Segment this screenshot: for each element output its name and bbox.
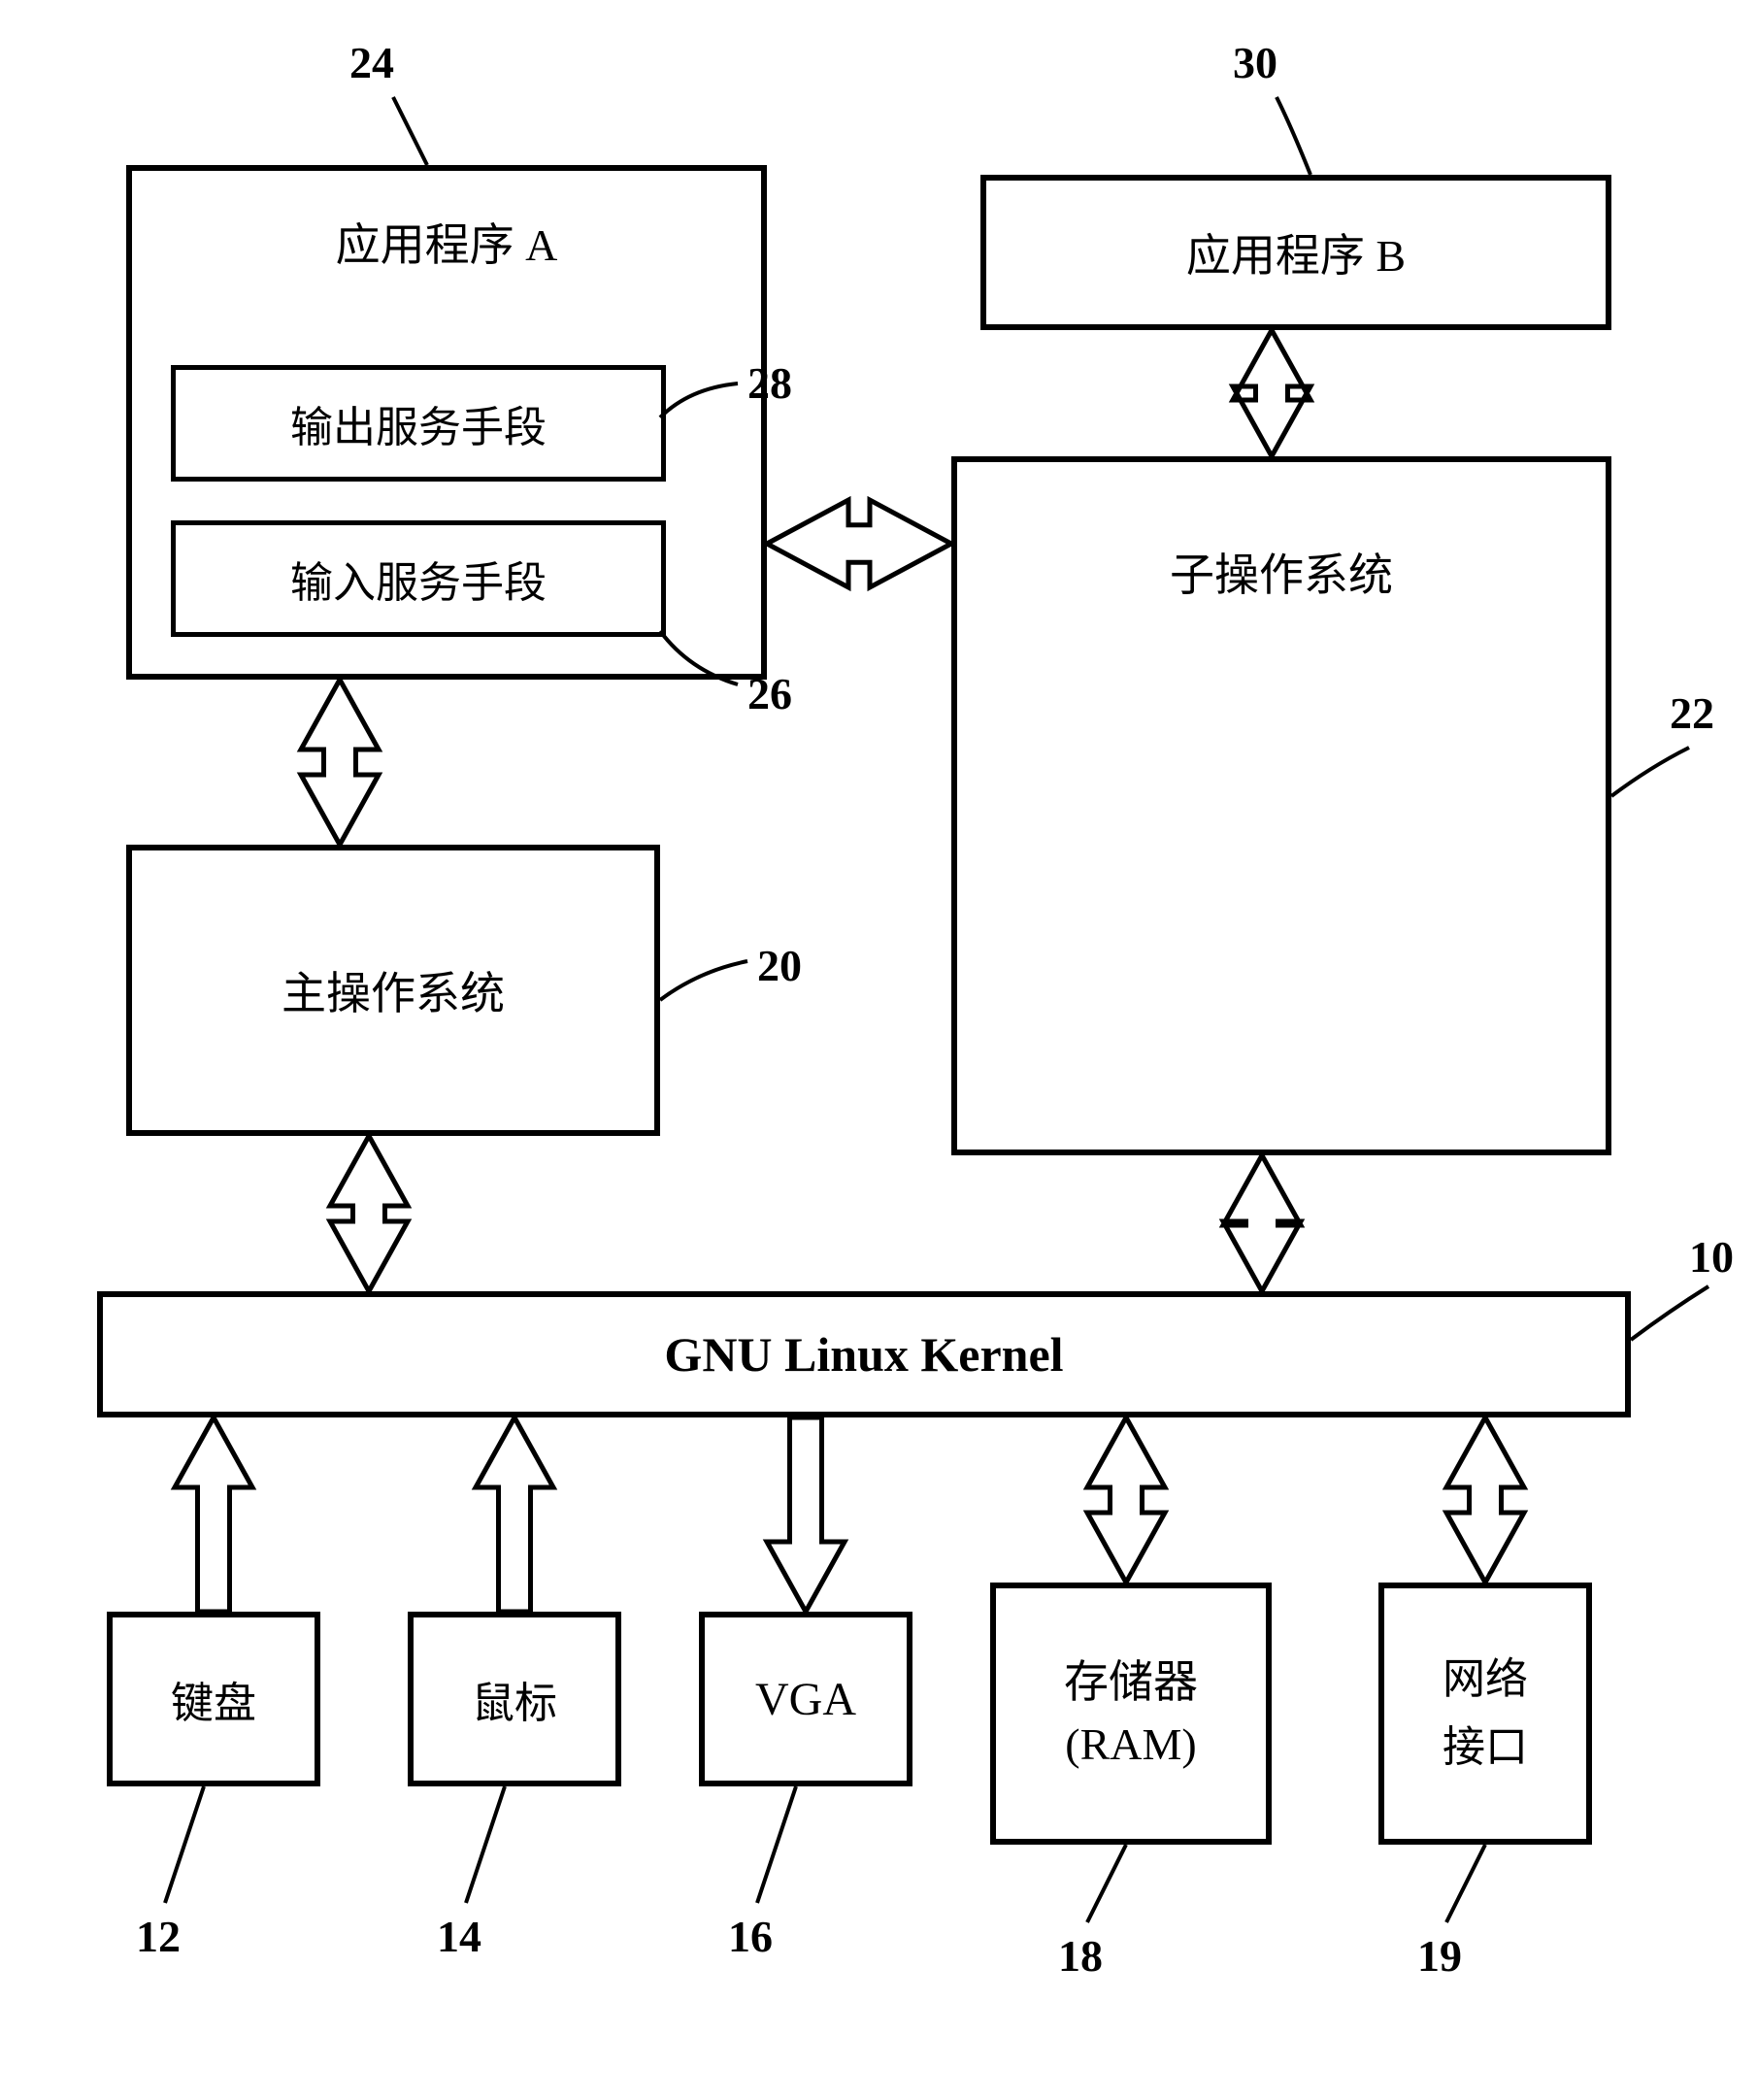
kernel-box: GNU Linux Kernel — [97, 1291, 1631, 1417]
app-a-title: 应用程序 A — [132, 210, 761, 274]
main-os-box: 主操作系统 — [126, 845, 660, 1136]
svg-text:12: 12 — [136, 1912, 181, 1961]
svg-text:19: 19 — [1417, 1931, 1462, 1981]
main-os-label: 主操作系统 — [282, 958, 505, 1022]
input-service-label: 输入服务手段 — [290, 548, 547, 610]
svg-text:24: 24 — [349, 38, 394, 87]
vga-box: VGA — [699, 1612, 912, 1786]
sub-os-label: 子操作系统 — [957, 540, 1606, 604]
keyboard-box: 键盘 — [107, 1612, 320, 1786]
svg-text:20: 20 — [757, 941, 802, 990]
input-service-box: 输入服务手段 — [171, 520, 666, 637]
mouse-label: 鼠标 — [472, 1668, 557, 1730]
ram-label: 存储器 (RAM) — [1064, 1651, 1198, 1777]
keyboard-label: 键盘 — [171, 1668, 256, 1730]
vga-label: VGA — [755, 1673, 856, 1726]
ram-box: 存储器 (RAM) — [990, 1583, 1272, 1845]
sub-os-box: 子操作系统 — [951, 456, 1611, 1155]
output-service-box: 输出服务手段 — [171, 365, 666, 482]
output-service-label: 输出服务手段 — [290, 392, 547, 454]
kernel-label: GNU Linux Kernel — [664, 1326, 1063, 1383]
svg-text:16: 16 — [728, 1912, 773, 1961]
app-b-label: 应用程序 B — [1186, 220, 1406, 284]
svg-text:22: 22 — [1670, 688, 1714, 738]
net-box: 网络 接口 — [1378, 1583, 1592, 1845]
net-label: 网络 接口 — [1443, 1646, 1528, 1783]
app-b-box: 应用程序 B — [980, 175, 1611, 330]
svg-text:30: 30 — [1233, 38, 1277, 87]
svg-text:18: 18 — [1058, 1931, 1103, 1981]
mouse-box: 鼠标 — [408, 1612, 621, 1786]
svg-text:10: 10 — [1689, 1232, 1734, 1282]
app-a-box: 应用程序 A 输出服务手段 输入服务手段 — [126, 165, 767, 680]
svg-text:14: 14 — [437, 1912, 481, 1961]
